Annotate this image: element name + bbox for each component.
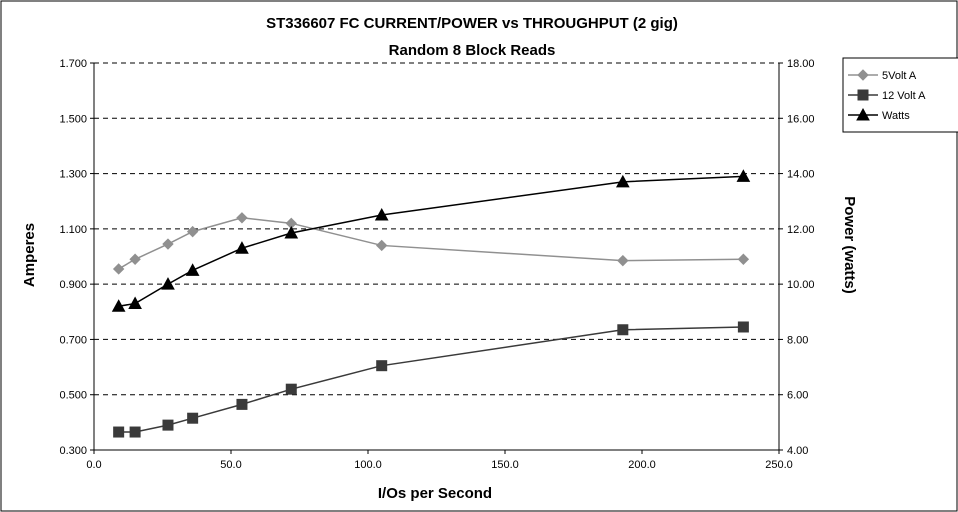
y-right-tick-label: 14.00 [787,169,815,181]
y-left-tick-label: 0.500 [59,390,87,402]
y-right-tick-label: 10.00 [787,279,815,291]
y-left-tick-label: 1.300 [59,169,87,181]
data-point-watts [615,174,630,188]
series-group [111,169,751,438]
data-point-watts [185,263,200,276]
data-point-watts [161,277,175,290]
chart-subtitle: Random 8 Block Reads [389,42,556,59]
y-left-tick-label: 1.500 [59,113,87,125]
data-point-watts [736,169,751,182]
y-left-tick-label: 1.100 [59,224,87,236]
legend-label-watts: Watts [882,110,910,122]
data-point-watts [284,225,299,239]
x-tick-label: 0.0 [86,459,101,471]
y-left-tick-label: 0.300 [59,445,87,457]
data-point-watts [235,241,249,254]
data-point-12-volt-a [113,426,125,438]
axes [90,62,783,454]
x-tick-label: 100.0 [354,459,382,471]
legend-marker-5volt-a [857,69,869,81]
legend-marker-watts [856,107,870,121]
tick-labels: 0.300 0.500 0.700 0.900 1.100 1.300 1.500 1.700… [59,58,814,471]
data-point-5volt-a [186,225,199,238]
y-right-tick-label: 4.00 [787,445,808,457]
data-point-12-volt-a [376,360,388,372]
legend: 5Volt A 12 Volt A Watts [842,57,958,133]
chart-title: ST336607 FC CURRENT/POWER vs THROUGHPUT … [266,15,678,32]
data-point-12-volt-a [285,383,297,395]
grid-lines [94,62,779,396]
data-point-5volt-a [375,239,388,252]
data-point-watts [374,207,389,221]
y-left-tick-label: 1.700 [59,58,87,70]
y-left-axis-title: Amperes [21,223,38,287]
data-point-5volt-a [129,253,141,265]
legend-label-12-volt-a: 12 Volt A [882,90,926,102]
data-point-12-volt-a [162,419,174,431]
data-point-12-volt-a [617,324,629,336]
legend-label-5volt-a: 5Volt A [882,70,917,82]
legend-marker-12-volt-a [857,89,869,101]
x-tick-label: 250.0 [765,459,793,471]
y-right-tick-label: 18.00 [787,58,815,70]
data-point-watts [111,299,126,312]
x-tick-label: 150.0 [491,459,519,471]
x-tick-label: 200.0 [628,459,656,471]
y-left-tick-label: 0.700 [59,334,87,346]
data-point-watts [128,296,142,309]
data-point-5volt-a [112,263,125,275]
data-point-12-volt-a [187,412,199,424]
y-left-tick-label: 0.900 [59,279,87,291]
data-point-5volt-a [617,254,629,267]
y-right-tick-label: 8.00 [787,334,808,346]
data-point-12-volt-a [129,426,141,438]
data-point-12-volt-a [236,398,248,410]
y-right-tick-label: 6.00 [787,390,808,402]
data-point-5volt-a [737,253,750,265]
y-right-axis-title: Power (watts) [841,196,858,294]
x-axis-title: I/Os per Second [378,485,492,502]
y-right-tick-label: 12.00 [787,224,815,236]
data-point-12-volt-a [737,321,749,333]
data-point-5volt-a [162,238,174,250]
x-tick-label: 50.0 [220,459,241,471]
y-right-tick-label: 16.00 [787,113,815,125]
data-point-5volt-a [236,212,248,224]
